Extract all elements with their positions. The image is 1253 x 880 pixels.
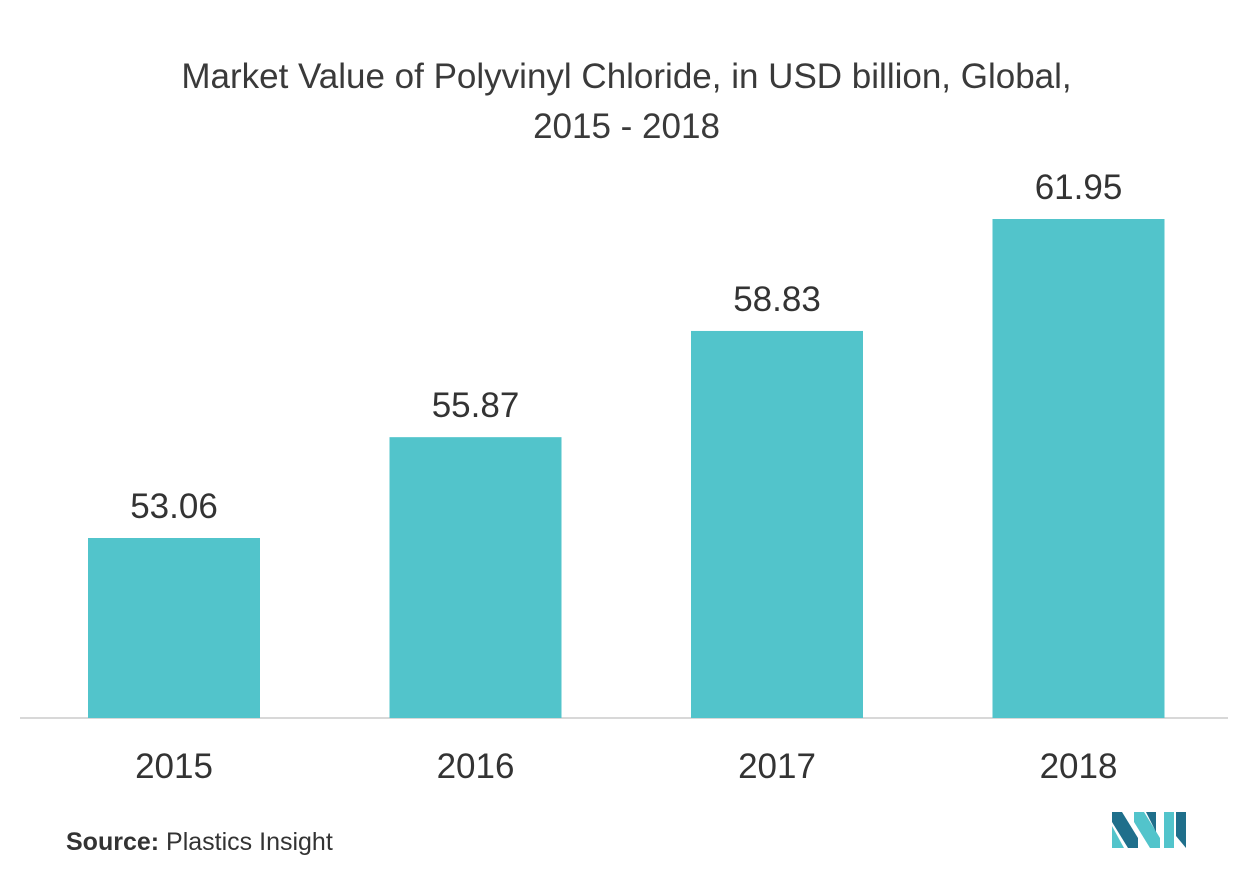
data-label-2018: 61.95 [1035,168,1123,207]
data-label-2017: 58.83 [733,280,821,319]
x-tick-label-2015: 2015 [135,747,213,786]
bar-2018 [992,219,1165,718]
mordor-intelligence-logo-icon [1112,812,1186,848]
chart-title: Market Value of Polyvinyl Chloride, in U… [0,52,1253,152]
source-text: Plastics Insight [166,828,333,856]
source-label: Source: [66,828,160,856]
data-label-2016: 55.87 [432,386,520,425]
chart-title-line-2: 2015 - 2018 [533,107,720,146]
bar-2015 [88,538,260,718]
x-tick-label-2016: 2016 [437,747,515,786]
x-tick-label-2017: 2017 [738,747,816,786]
chart-title-line-1: Market Value of Polyvinyl Chloride, in U… [181,57,1072,96]
bar-chart: 53.06 2015 55.87 2016 58.83 2017 61.95 2018 [20,168,1228,786]
source-note: Source: Plastics Insight [66,828,333,857]
bar-2017 [691,330,863,718]
data-label-2015: 53.06 [130,487,218,526]
x-tick-label-2018: 2018 [1040,747,1118,786]
bar-2016 [389,437,562,718]
